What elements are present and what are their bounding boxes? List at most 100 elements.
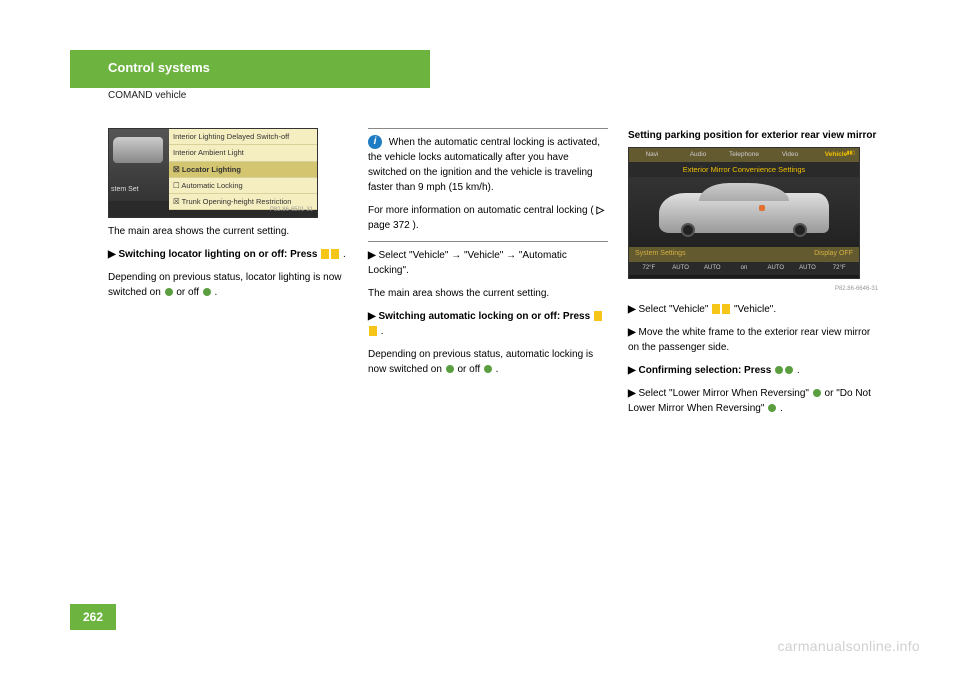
text: . <box>381 326 384 337</box>
menu-item: ☐ Automatic Locking <box>169 178 317 194</box>
info-block: i When the automatic central locking is … <box>368 135 608 195</box>
status-on-icon <box>165 288 173 296</box>
text: . <box>797 365 800 376</box>
step-arrow-icon: ▶ <box>628 304 636 315</box>
climate-val: AUTO <box>760 264 792 273</box>
step-arrow-icon: ▶ <box>628 388 636 399</box>
text: . <box>780 403 783 414</box>
text: When the automatic central locking is ac… <box>368 137 600 193</box>
wheel-icon <box>681 223 695 237</box>
screenshot-mirror: ▮▮▯ Navi Audio Telephone Video Vehicle E… <box>628 147 860 279</box>
nav-bar: Navi Audio Telephone Video Vehicle <box>629 148 859 162</box>
column-3: Setting parking position for exterior re… <box>628 128 878 424</box>
controller-icon <box>321 249 329 259</box>
header-subtitle: COMAND vehicle <box>108 90 186 101</box>
text: or off <box>176 287 201 298</box>
controller-icon <box>594 311 602 321</box>
section-heading: Setting parking position for exterior re… <box>628 128 878 143</box>
paragraph: For more information on automatic centra… <box>368 203 608 233</box>
bottom-menu-right: Display OFF <box>814 249 853 260</box>
step-arrow-icon: ▶ <box>628 327 636 338</box>
page-number: 262 <box>70 604 116 630</box>
menu-item: Interior Ambient Light <box>169 145 317 161</box>
paragraph: The main area shows the current setting. <box>368 286 608 301</box>
status-off-icon <box>203 288 211 296</box>
bottom-menu-left: System Settings <box>635 249 686 260</box>
text: ). <box>413 220 419 231</box>
nav-tab: Navi <box>629 148 675 162</box>
watermark: carmanualsonline.info <box>778 638 921 654</box>
header-title: Control systems <box>108 60 210 75</box>
side-label: stem Set <box>111 185 139 196</box>
controller-icon <box>369 326 377 336</box>
step-arrow-icon: ▶ <box>628 365 636 376</box>
paragraph: ▶ Select "Vehicle" "Vehicle". <box>628 302 878 317</box>
controller-icon <box>785 366 793 374</box>
car-graphic <box>659 193 829 233</box>
paragraph: ▶ Select "Lower Mirror When Reversing" o… <box>628 386 878 416</box>
signal-icon: ▮▮▯ <box>847 150 855 158</box>
text: "Vehicle" <box>464 250 506 261</box>
step-arrow-icon: ▶ <box>108 249 116 260</box>
controller-icon <box>712 304 720 314</box>
car-icon <box>113 137 163 163</box>
menu-item-label: Automatic Locking <box>181 181 242 190</box>
text: Depending on previous status, locator li… <box>108 272 341 298</box>
climate-bar: 72°F AUTO AUTO on AUTO AUTO 72°F <box>629 262 859 275</box>
climate-val: on <box>728 264 760 273</box>
climate-val: AUTO <box>696 264 728 273</box>
nav-tab: Audio <box>675 148 721 162</box>
car-display-area <box>629 177 859 247</box>
page-ref: page 372 <box>368 220 410 231</box>
step-arrow-icon: ▶ <box>368 250 376 261</box>
column-2: i When the automatic central locking is … <box>368 128 608 385</box>
text: "Vehicle". <box>734 304 776 315</box>
screenshot-caption: P82.86-6501-31 <box>270 206 313 215</box>
screen-title: Exterior Mirror Convenience Settings <box>629 162 859 177</box>
controller-icon <box>722 304 730 314</box>
status-on-icon <box>446 365 454 373</box>
wheel-icon <box>793 223 807 237</box>
status-off-icon <box>768 404 776 412</box>
paragraph: ▶ Select "Vehicle" → "Vehicle" → "Automa… <box>368 248 608 278</box>
screenshot-menu: stem Set Interior Lighting Delayed Switc… <box>108 128 318 218</box>
text: or off <box>458 364 483 375</box>
divider <box>368 128 608 129</box>
page-ref-icon: ▷ <box>596 205 604 216</box>
nav-tab: Telephone <box>721 148 767 162</box>
status-on-icon <box>813 389 821 397</box>
climate-val: AUTO <box>792 264 824 273</box>
text: Select "Vehicle" <box>638 304 711 315</box>
climate-val: AUTO <box>665 264 697 273</box>
paragraph: The main area shows the current setting. <box>108 224 348 239</box>
header-bar: Control systems <box>70 50 430 88</box>
divider <box>368 241 608 242</box>
climate-val: 72°F <box>633 264 665 273</box>
screenshot-caption: P82.86-6646-31 <box>628 285 878 294</box>
paragraph: Depending on previous status, locator li… <box>108 270 348 300</box>
menu-list: Interior Lighting Delayed Switch-off Int… <box>169 129 317 210</box>
controller-icon <box>331 249 339 259</box>
paragraph: ▶ Switching automatic locking on or off:… <box>368 309 608 339</box>
mirror-highlight <box>759 205 765 211</box>
paragraph: ▶ Switching locator lighting on or off: … <box>108 247 348 262</box>
text: Select "Vehicle" <box>378 250 451 261</box>
climate-val: 72°F <box>823 264 855 273</box>
text: . <box>496 364 499 375</box>
status-off-icon <box>484 365 492 373</box>
text: Select "Lower Mirror When Reversing" <box>638 388 811 399</box>
paragraph: ▶ Move the white frame to the exterior r… <box>628 325 878 355</box>
controller-icon <box>775 366 783 374</box>
text: Switching automatic locking on or off: P… <box>378 311 592 322</box>
text: Switching locator lighting on or off: Pr… <box>118 249 320 260</box>
text: . <box>215 287 218 298</box>
paragraph: Depending on previous status, automatic … <box>368 347 608 377</box>
text: Confirming selection: Press <box>638 365 774 376</box>
nav-tab: Video <box>767 148 813 162</box>
column-1: stem Set Interior Lighting Delayed Switc… <box>108 128 348 308</box>
menu-item-label: Locator Lighting <box>182 165 241 174</box>
menu-item-label: Trunk Opening-height Restriction <box>182 197 292 206</box>
screenshot-car-preview: stem Set <box>109 129 169 201</box>
paragraph: ▶ Confirming selection: Press . <box>628 363 878 378</box>
bottom-menu: System Settings Display OFF <box>629 247 859 262</box>
